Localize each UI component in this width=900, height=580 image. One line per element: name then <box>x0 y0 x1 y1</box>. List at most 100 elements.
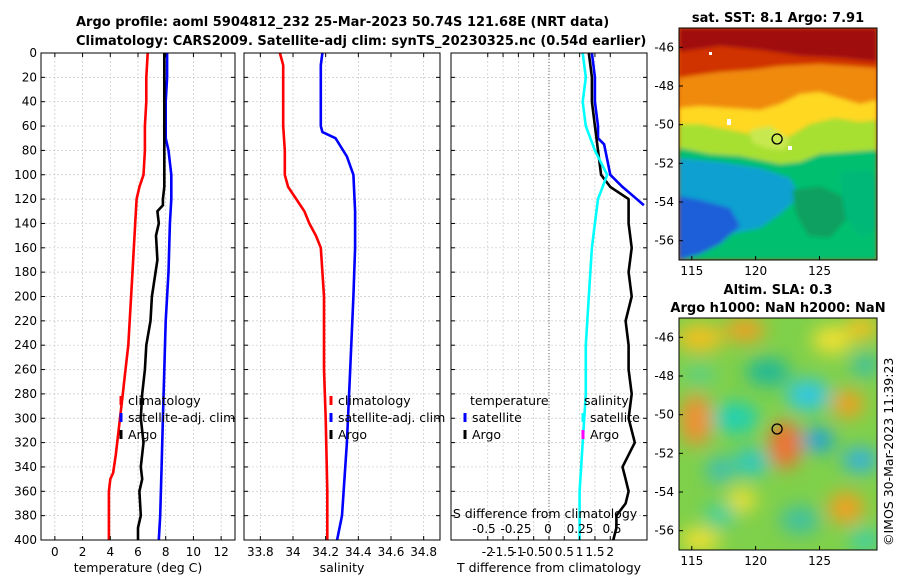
x-tick-label: 0 <box>545 545 553 559</box>
x-axis-label: salinity <box>320 560 365 575</box>
y-tick-label: -48 <box>654 79 674 93</box>
sla-map-title-line1: Altim. SLA: 0.3 <box>724 283 833 298</box>
y-tick-label: 260 <box>14 363 37 377</box>
x-tick-label: 8 <box>162 545 170 559</box>
y-tick-label: 340 <box>14 460 37 474</box>
y-tick-label: 240 <box>14 338 37 352</box>
legend-entry: Argo <box>472 427 501 442</box>
y-tick-label: -48 <box>654 369 674 383</box>
sla-map-frame <box>678 317 878 551</box>
y-tick-label: -56 <box>654 234 674 248</box>
x-tick-label: 6 <box>134 545 142 559</box>
sst-map-title: sat. SST: 8.1 Argo: 7.91 <box>692 11 864 26</box>
figure-title-line2: Climatology: CARS2009. Satellite-adj cli… <box>76 34 646 49</box>
x-tick-label: 120 <box>744 554 767 568</box>
argo-position-marker <box>771 423 783 435</box>
series-satellite-adj-clim <box>319 52 357 541</box>
y-tick-label: -54 <box>654 195 674 209</box>
y-tick-label: -50 <box>654 118 674 132</box>
legend-title: temperature <box>470 393 549 408</box>
y-tick-label: -46 <box>654 330 674 344</box>
x-tick-label: 115 <box>680 554 703 568</box>
y-tick-label: 380 <box>14 509 37 523</box>
y-tick-label: 220 <box>14 314 37 328</box>
legend-entry: satellite <box>590 410 640 425</box>
legend-entry: climatology <box>128 393 201 408</box>
top-tick-label: -0.5 <box>472 522 495 536</box>
legend-entry: satellite <box>472 410 522 425</box>
x-tick-label: -2 <box>482 545 494 559</box>
legend-entry: climatology <box>338 393 411 408</box>
x-tick-label: 2 <box>606 545 614 559</box>
series-climatology <box>107 52 149 540</box>
x-tick-label: -1.5 <box>491 545 514 559</box>
y-tick-label: 120 <box>14 192 37 206</box>
y-tick-label: -54 <box>654 485 674 499</box>
y-tick-label: -52 <box>654 446 674 460</box>
x-tick-label: 0.5 <box>555 545 574 559</box>
legend-title: salinity <box>584 393 629 408</box>
x-tick-label: 33.8 <box>247 545 274 559</box>
y-tick-label: 160 <box>14 241 37 255</box>
x-tick-label: 115 <box>680 264 703 278</box>
difference-profile-panel: -2-1.5-1-0.5 0 0.5 1 1.5 2T difference from c… <box>450 52 648 575</box>
sst-map-axes: 115 120 125 -46 -48 -50 -52 -54 -56 <box>654 40 831 278</box>
series-temperature-satellite <box>590 52 645 207</box>
x-tick-label: 125 <box>808 554 831 568</box>
series-argo <box>136 53 166 540</box>
series-salinity-satellite <box>578 52 609 540</box>
sla-map-title-line2: Argo h1000: NaN h2000: NaN <box>670 301 885 316</box>
x-tick-label: 34.8 <box>410 545 437 559</box>
legend-entry: satellite-adj. clim <box>338 410 445 425</box>
x-tick-label: 34.2 <box>312 545 339 559</box>
y-tick-label: 140 <box>14 216 37 230</box>
y-tick-label: -46 <box>654 40 674 54</box>
sla-map <box>679 318 877 550</box>
top-axis-label: S difference from climatology <box>453 506 638 521</box>
x-tick-label: 12 <box>214 545 229 559</box>
legend-entry: Argo <box>590 427 619 442</box>
legend-entry: Argo <box>338 427 367 442</box>
x-tick-label: 10 <box>186 545 201 559</box>
x-tick-label: 1 <box>576 545 584 559</box>
x-tick-label: 0 <box>51 545 59 559</box>
x-tick-label: 120 <box>744 264 767 278</box>
top-tick-label: 0.25 <box>567 522 594 536</box>
y-tick-label: -56 <box>654 524 674 538</box>
y-tick-label: 180 <box>14 265 37 279</box>
y-tick-label: 400 <box>14 533 37 547</box>
y-tick-label: 40 <box>22 95 37 109</box>
series-satellite-adj-clim <box>157 53 173 541</box>
x-tick-label: 4 <box>106 545 114 559</box>
y-tick-label: 0 <box>29 46 37 60</box>
imos-watermark: ©IMOS 30-Mar-2023 11:39:23 <box>881 358 896 546</box>
y-tick-label: -52 <box>654 156 674 170</box>
y-tick-label: 20 <box>22 70 37 84</box>
figure-title-line1: Argo profile: aoml 5904812_232 25-Mar-20… <box>76 15 609 30</box>
x-axis-label: T difference from climatology <box>456 560 642 575</box>
legend-entry: satellite-adj. clim <box>128 410 235 425</box>
sst-map-frame <box>678 27 878 261</box>
top-tick-label: 0.5 <box>602 522 621 536</box>
x-tick-label: 34.4 <box>345 545 372 559</box>
sla-map-axes: 115 120 125 -46 -48 -50 -52 -54 -56 <box>654 330 831 568</box>
y-tick-label: 100 <box>14 168 37 182</box>
top-tick-label: -0.25 <box>500 522 531 536</box>
x-tick-label: -0.5 <box>522 545 545 559</box>
argo-position-marker <box>771 133 783 145</box>
series-climatology <box>278 52 329 540</box>
x-tick-label: 2 <box>79 545 87 559</box>
temperature-profile-panel: 0204060801001201401601802002202402602803… <box>14 46 236 575</box>
y-tick-label: 300 <box>14 411 37 425</box>
x-tick-label: 34 <box>285 545 300 559</box>
x-tick-label: -1 <box>512 545 524 559</box>
y-tick-label: 60 <box>22 119 37 133</box>
top-tick-label: 0 <box>544 522 552 536</box>
legend-entry: Argo <box>128 427 157 442</box>
x-tick-label: 125 <box>808 264 831 278</box>
y-tick-label: 360 <box>14 484 37 498</box>
series-temperature-argo <box>587 52 637 541</box>
x-axis-label: temperature (deg C) <box>74 560 203 575</box>
y-tick-label: 320 <box>14 436 37 450</box>
